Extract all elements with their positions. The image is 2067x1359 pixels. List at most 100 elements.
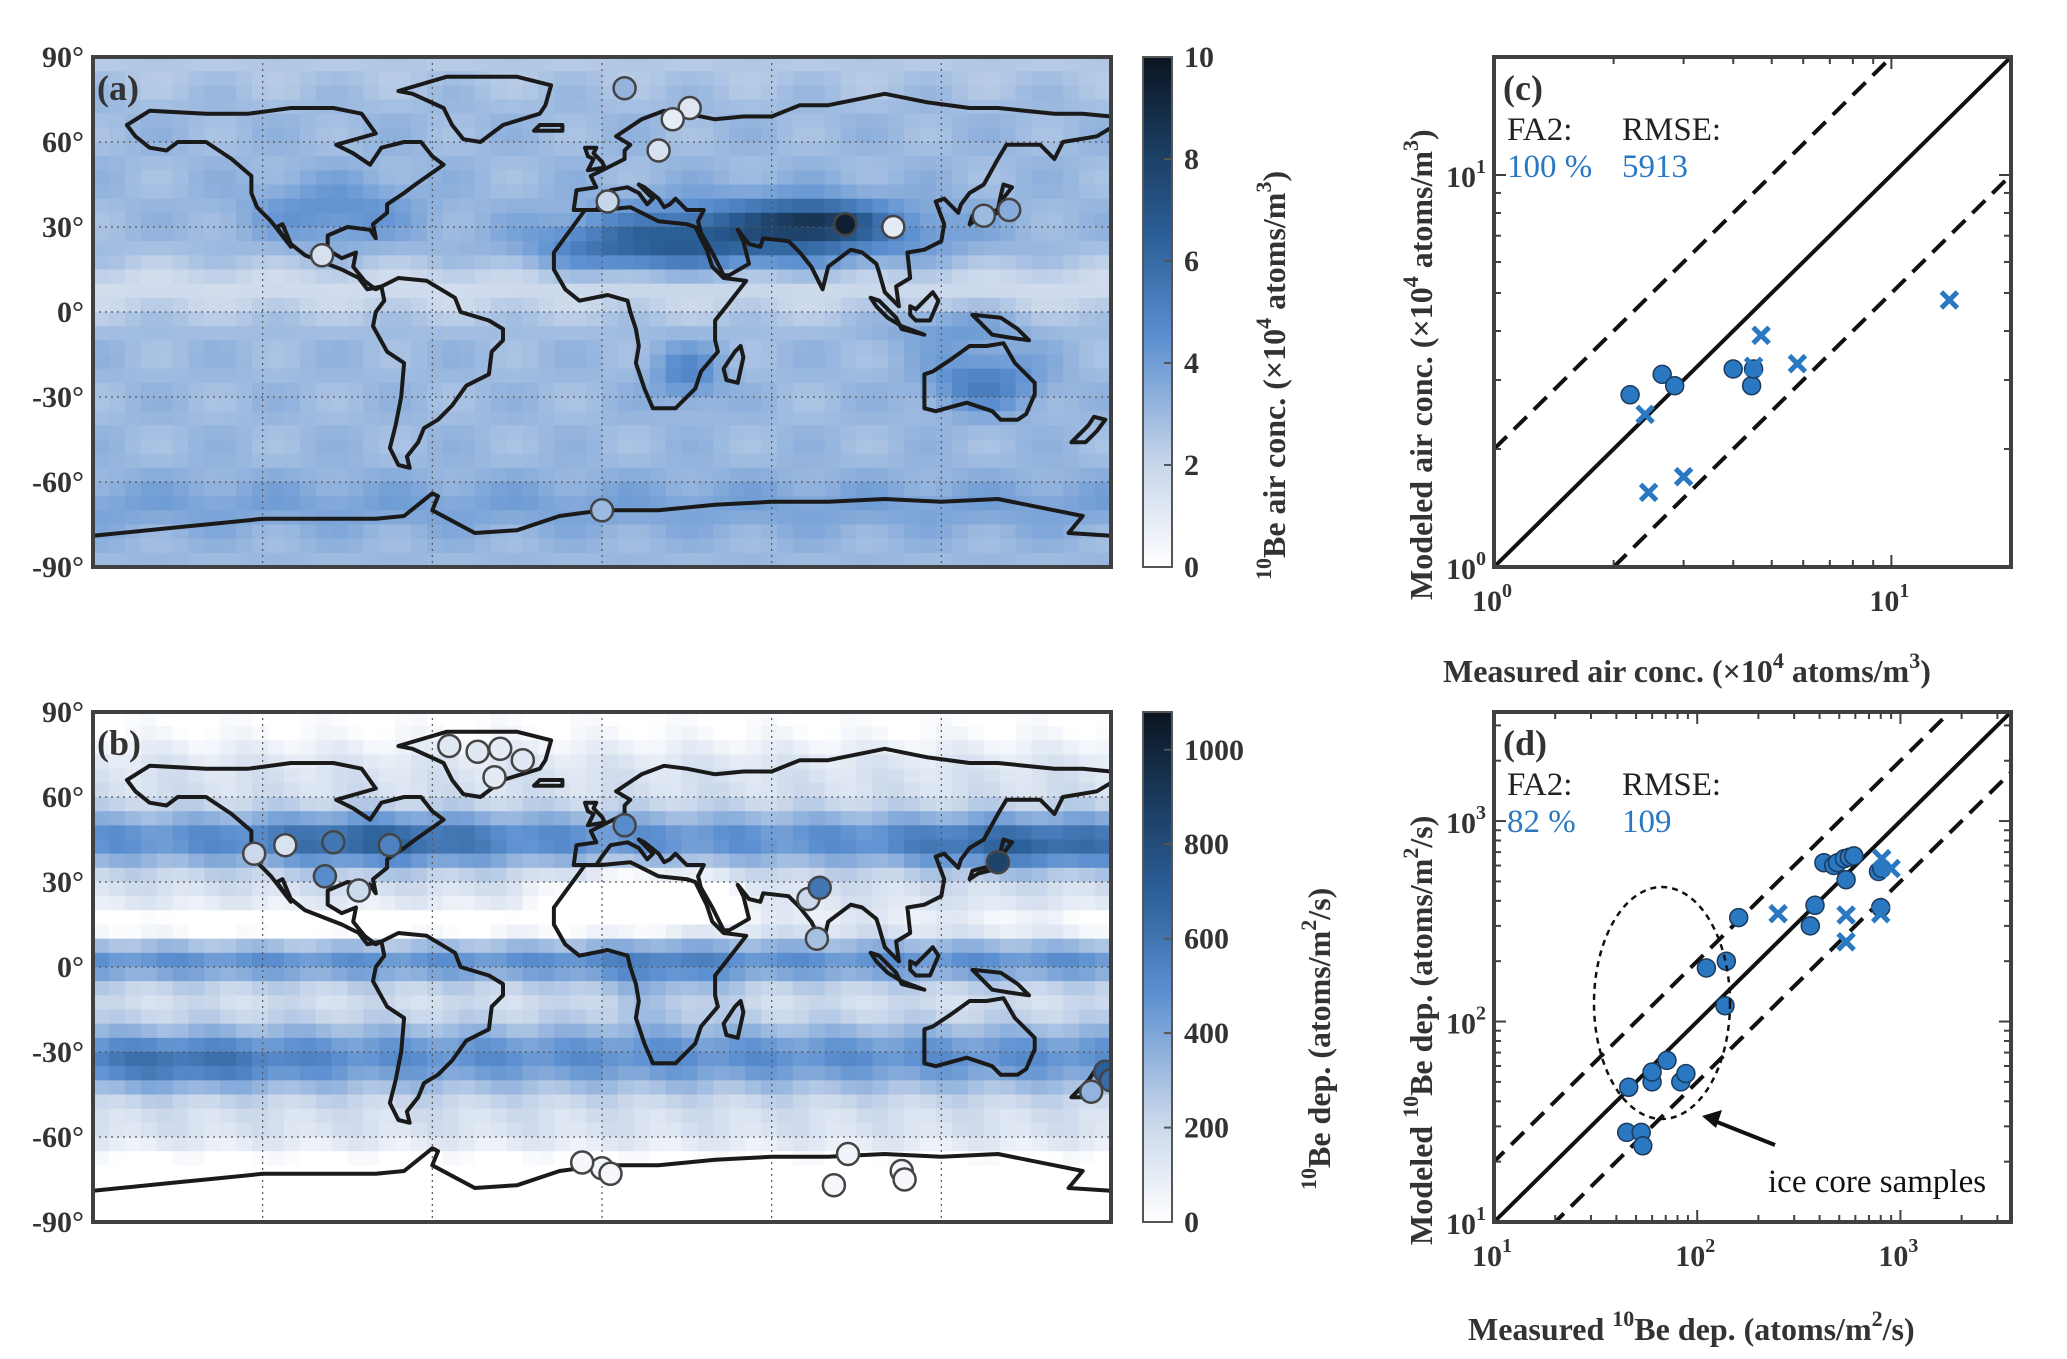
heatmap-cell	[331, 340, 349, 356]
heatmap-cell	[490, 853, 508, 869]
heatmap-cell	[856, 1122, 874, 1138]
heatmap-cell	[474, 1080, 492, 1096]
heatmap-cell	[379, 768, 396, 784]
heatmap-cell	[920, 1137, 937, 1152]
heatmap-cell	[1063, 1151, 1080, 1166]
heatmap-cell	[331, 127, 349, 143]
heatmap-cell	[697, 1108, 714, 1124]
heatmap-cell	[617, 170, 635, 186]
heatmap-cell	[697, 1137, 714, 1152]
heatmap-cell	[220, 952, 237, 968]
heatmap-cell	[904, 482, 921, 497]
heatmap-cell	[904, 510, 921, 526]
heatmap-cell	[156, 156, 174, 171]
heatmap-cell	[283, 938, 301, 954]
heatmap-cell	[633, 924, 651, 940]
heatmap-cell	[633, 726, 651, 741]
heatmap-cell	[808, 1179, 826, 1195]
heatmap-cell	[522, 981, 539, 996]
heatmap-cell	[236, 1094, 253, 1110]
heatmap-cell	[681, 524, 699, 540]
heatmap-cell	[442, 439, 460, 455]
heatmap-cell	[983, 712, 1001, 727]
heatmap-cell	[506, 1023, 524, 1039]
heatmap-cell	[602, 782, 619, 798]
heatmap-cell	[951, 482, 969, 497]
heatmap-cell	[411, 1179, 428, 1195]
heatmap-cell	[156, 1137, 174, 1152]
station-marker	[646, 138, 671, 163]
heatmap-cell	[93, 382, 110, 398]
heatmap-cell	[936, 411, 953, 426]
heatmap-cell	[808, 326, 826, 341]
heatmap-cell	[93, 552, 110, 567]
heatmap-cell	[1079, 952, 1096, 968]
heatmap-cell	[983, 882, 1001, 897]
heatmap-cell	[681, 425, 699, 441]
heatmap-cell	[315, 712, 333, 727]
heatmap-cell	[554, 411, 571, 426]
heatmap-cell	[395, 71, 412, 86]
heatmap-cell	[840, 538, 858, 554]
heatmap-cell	[872, 71, 889, 86]
heatmap-cell	[951, 782, 969, 798]
heatmap-cell	[681, 754, 699, 770]
heatmap-cell	[649, 326, 667, 341]
heatmap-cell	[951, 524, 969, 540]
heatmap-cell	[776, 1165, 794, 1181]
heatmap-cell	[840, 170, 858, 186]
heatmap-cell	[586, 467, 603, 483]
coastline-mad	[721, 999, 746, 1040]
heatmap-cell	[570, 99, 587, 115]
heatmap-cell	[776, 839, 794, 855]
heatmap-cell	[283, 85, 301, 101]
heatmap-cell	[172, 482, 190, 497]
heatmap-cell	[427, 910, 444, 926]
heatmap-cell	[220, 368, 237, 384]
heatmap-cell	[570, 340, 587, 356]
heatmap-cell	[999, 382, 1017, 398]
heatmap-cell	[204, 340, 221, 356]
heatmap-cell	[427, 853, 444, 869]
heatmap-cell	[267, 368, 285, 384]
heatmap-cell	[856, 212, 874, 228]
heatmap-cell	[856, 1179, 874, 1195]
heatmap-cell	[713, 1094, 730, 1110]
heatmap-cell	[570, 467, 587, 483]
heatmap-cell	[522, 938, 539, 954]
heatmap-cell	[188, 538, 205, 554]
colorbar-tick-label: 800	[1184, 828, 1229, 861]
heatmap-cell	[776, 1179, 794, 1195]
heatmap-cell	[140, 1066, 158, 1081]
heatmap-cell	[856, 71, 874, 86]
heatmap-cell	[665, 354, 683, 370]
heatmap-cell	[1079, 811, 1096, 826]
heatmap-cell	[267, 425, 285, 441]
heatmap-cell	[936, 312, 953, 327]
heatmap-cell	[108, 99, 126, 115]
heatmap-cell	[538, 995, 555, 1011]
heatmap-cell	[983, 552, 1001, 567]
heatmap-cell	[315, 326, 333, 341]
heatmap-cell	[713, 552, 730, 567]
heatmap-cell	[633, 967, 651, 982]
heatmap-cell	[633, 1122, 651, 1138]
heatmap-cell	[633, 1151, 651, 1166]
heatmap-cell	[490, 57, 508, 72]
heatmap-cell	[808, 212, 826, 228]
heatmap-cell	[93, 782, 110, 798]
heatmap-cell	[570, 811, 587, 826]
colorbar-tick-label: 200	[1184, 1112, 1229, 1145]
heatmap-cell	[951, 896, 969, 911]
heatmap-cell	[490, 397, 508, 412]
heatmap-cell	[427, 782, 444, 798]
heatmap-cell	[124, 99, 142, 115]
heatmap-cell	[506, 967, 524, 982]
heatmap-cell	[363, 368, 380, 384]
heatmap-cell	[586, 768, 603, 784]
heatmap-cell	[124, 1094, 142, 1110]
heatmap-cell	[554, 1137, 571, 1152]
heatmap-cell	[108, 938, 126, 954]
heatmap-cell	[522, 439, 539, 455]
heatmap-cell	[252, 1023, 269, 1039]
